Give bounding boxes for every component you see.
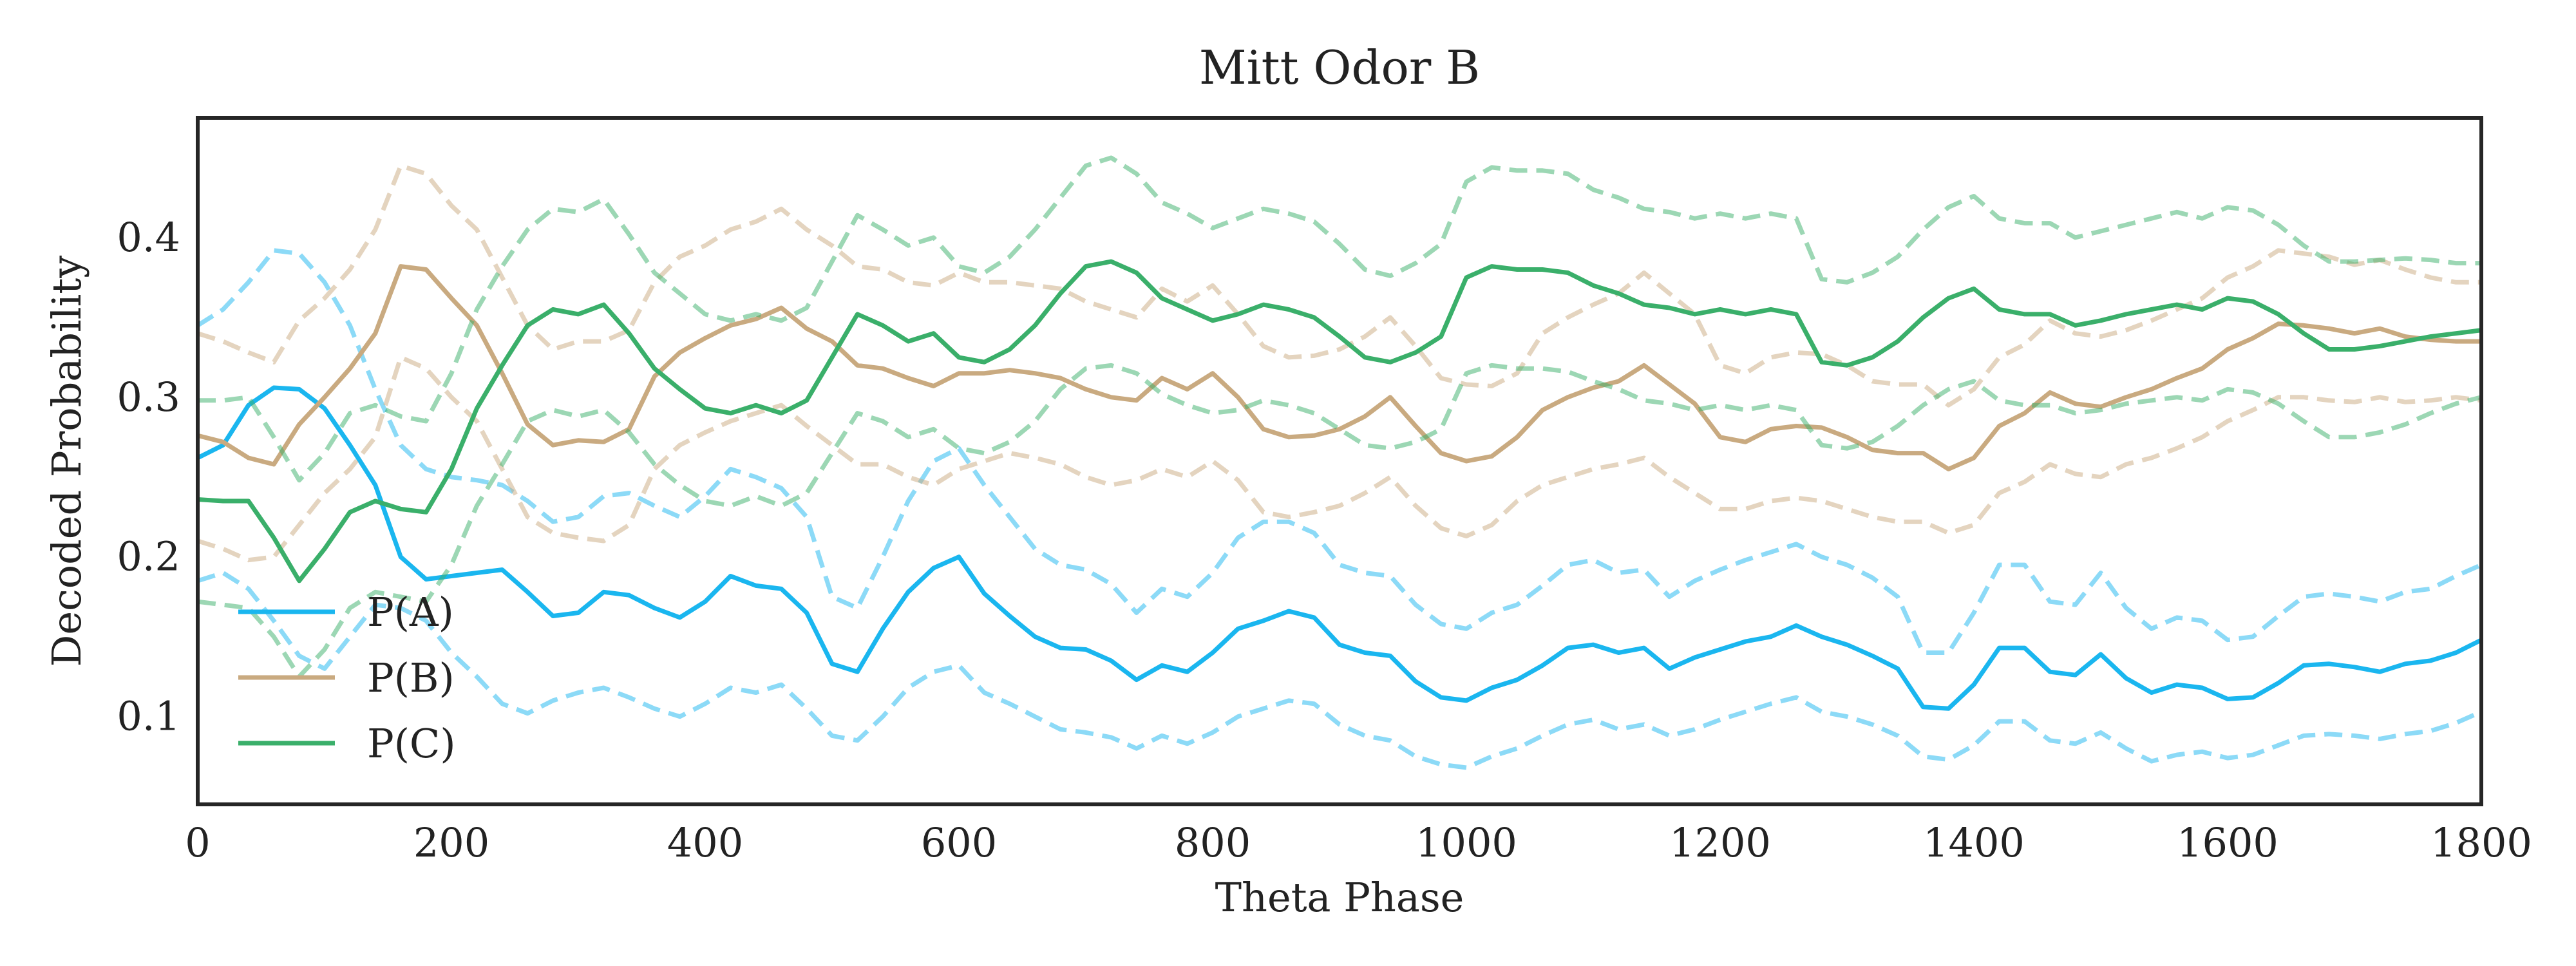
y-tick-label: 0.4 [117, 214, 180, 261]
series-layer [198, 155, 2481, 770]
y-tick-label: 0.1 [117, 693, 180, 740]
y-tick-label: 0.2 [117, 533, 180, 580]
x-tick-label: 1200 [1669, 819, 1771, 866]
y-tick-label: 0.3 [117, 374, 180, 421]
x-tick-label: 1000 [1416, 819, 1517, 866]
x-tick-label: 1800 [2430, 819, 2532, 866]
series-pc [198, 155, 2481, 679]
series-pa-lower-bound-line [198, 571, 2481, 770]
series-pc-upper-bound-line [198, 155, 2481, 483]
series-pc-mean-line [198, 259, 2481, 583]
series-pa-upper-bound-line [198, 248, 2481, 655]
series-pa-mean-line [198, 385, 2481, 711]
legend-label: P(C) [367, 720, 456, 767]
legend-label: P(B) [367, 654, 455, 701]
x-tick-label: 1600 [2177, 819, 2278, 866]
legend-label: P(A) [367, 589, 454, 636]
legend: P(A) P(B) P(C) [238, 589, 456, 767]
y-axis-label: Decoded Probability [43, 256, 90, 667]
series-pb [198, 163, 2481, 563]
tick-layer: 0 200 400 600 800 1000 1200 1400 1600 1800 0.1 0.2 0… [117, 214, 2532, 866]
series-pb-lower-bound-line [198, 355, 2481, 563]
plot-area-frame [196, 116, 2483, 806]
x-tick-label: 200 [413, 819, 489, 866]
chart-title: Mitt Odor B [1199, 41, 1480, 95]
legend-entry-pa: P(A) [238, 589, 454, 636]
legend-entry-pb: P(B) [238, 654, 455, 701]
series-pc-lower-bound-line [198, 363, 2481, 679]
series-pa [198, 248, 2481, 770]
x-axis-label: Theta Phase [1215, 874, 1464, 921]
series-pb-mean-line [198, 264, 2481, 471]
x-tick-label: 400 [667, 819, 743, 866]
legend-entry-pc: P(C) [238, 720, 456, 767]
x-tick-label: 600 [921, 819, 997, 866]
x-tick-label: 800 [1175, 819, 1251, 866]
x-tick-label: 0 [185, 819, 210, 866]
x-tick-label: 1400 [1923, 819, 2025, 866]
series-pb-upper-bound-line [198, 163, 2481, 408]
